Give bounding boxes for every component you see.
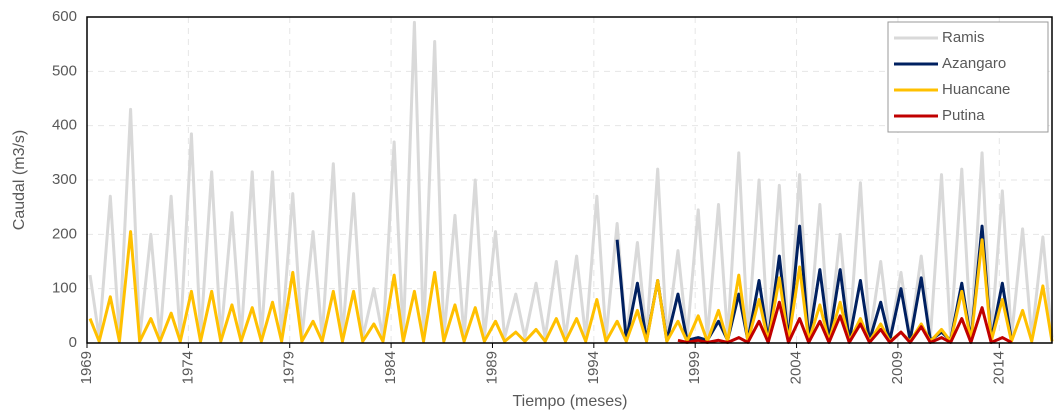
- x-tick-label: 1999: [686, 351, 703, 384]
- plot-frame: [86, 16, 1053, 344]
- legend-label: Ramis: [942, 29, 985, 46]
- x-axis-label: Tiempo (meses): [513, 393, 628, 410]
- legend-label: Azangaro: [942, 55, 1006, 72]
- series-line: [677, 300, 1013, 344]
- x-tick-label: 1969: [78, 351, 95, 384]
- x-tick-label: 1989: [483, 351, 500, 384]
- x-tick-label: 1974: [179, 351, 196, 384]
- y-tick-label: 0: [69, 334, 77, 351]
- x-tick-label: 1994: [585, 351, 602, 384]
- x-tick-label: 2014: [990, 351, 1007, 384]
- y-axis-label: Caudal (m3/s): [11, 130, 28, 230]
- y-tick-label: 400: [52, 117, 77, 134]
- y-tick-label: 600: [52, 8, 77, 25]
- x-tick-label: 2004: [788, 351, 805, 384]
- y-tick-label: 200: [52, 225, 77, 242]
- legend-box: [887, 21, 1049, 133]
- legend-label: Putina: [942, 107, 985, 124]
- legend-label: Huancane: [942, 81, 1010, 98]
- x-tick-label: 1984: [382, 351, 399, 384]
- x-tick-label: 2009: [889, 351, 906, 384]
- y-tick-label: 100: [52, 280, 77, 297]
- y-tick-label: 500: [52, 62, 77, 79]
- y-tick-label: 300: [52, 171, 77, 188]
- x-tick-label: 1979: [281, 351, 298, 384]
